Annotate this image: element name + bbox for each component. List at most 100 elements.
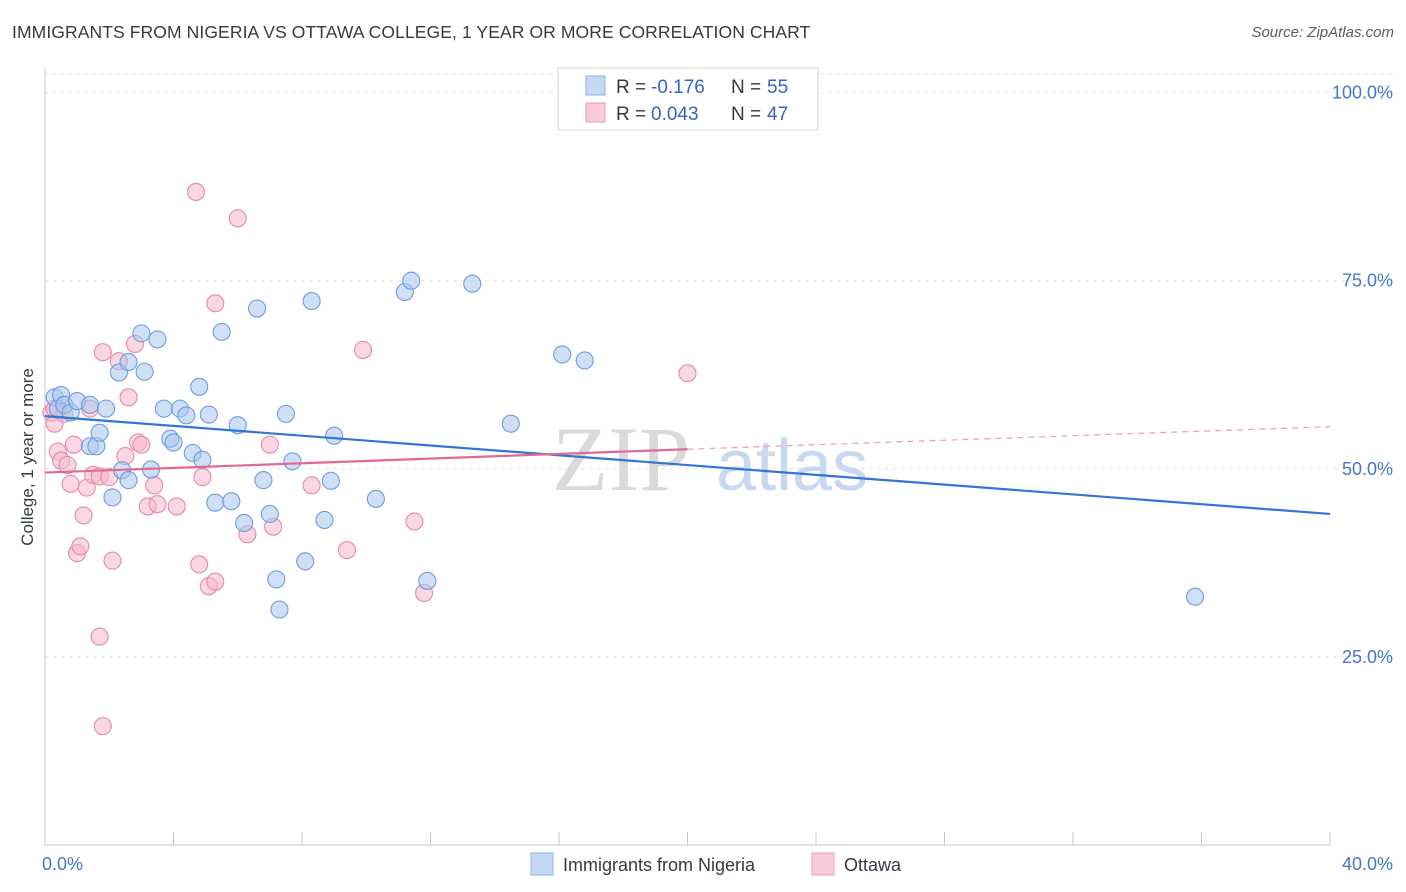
ottawa-point [64,435,83,454]
nigeria-point [296,552,315,571]
legend-n-label-nigeria: N = [731,77,766,98]
legend-n-label-ottawa: N = [731,104,766,125]
nigeria-point [418,571,437,590]
nigeria-point [132,324,151,343]
legend-n-value-ottawa: 47 [767,104,788,125]
ottawa-point [206,294,225,313]
nigeria-point [212,322,231,341]
ottawa-point [193,468,212,487]
nigeria-point [501,414,520,433]
watermark-atlas: atlas [716,426,868,506]
trend-lines [44,415,1331,516]
ottawa-point [260,435,279,454]
legend-r-value-nigeria: -0.176 [651,77,705,98]
ottawa-point [405,512,424,531]
ottawa-point [228,209,247,228]
nigeria-point [267,570,286,589]
nigeria-point [80,395,100,414]
nigeria-point [206,493,225,512]
nigeria-point [119,352,138,372]
nigeria-point [463,274,482,293]
y-tick-label: 100.0% [1332,83,1393,103]
y-tick-label: 25.0% [1342,647,1393,667]
nigeria-point [90,423,109,442]
nigeria-point [321,471,340,490]
source-label: Source: ZipAtlas.com [1251,24,1394,41]
nigeria-point [260,504,279,524]
bottom-legend-swatch-ottawa [811,852,835,876]
nigeria-point [119,471,138,490]
ottawa-point [74,506,93,525]
nigeria-point [190,377,209,396]
nigeria-point [222,492,241,511]
ottawa-point [678,364,697,383]
correlation-legend: R = -0.176 N = 55 R = 0.043 N = 47 [557,67,819,131]
chart-title: IMMIGRANTS FROM NIGERIA VS OTTAWA COLLEG… [12,22,811,42]
legend-r-value-ottawa: 0.043 [651,104,699,125]
ottawa-point [145,476,164,495]
nigeria-point [283,452,302,471]
nigeria-point [154,399,173,418]
ottawa-point [190,555,209,574]
legend-swatch-nigeria [585,75,606,96]
legend-r-label-nigeria: R = [616,77,651,98]
ottawa-point [58,455,77,475]
ottawa-point [132,435,151,454]
nigeria-point [575,351,594,370]
ottawa-point [353,340,373,359]
legend-r-label-ottawa: R = [616,104,651,125]
ottawa-point [103,551,122,570]
nigeria-point [276,404,295,423]
ottawa-point [61,474,80,493]
ottawa-point [90,627,109,646]
ottawa-point [302,476,321,495]
nigeria-point [96,399,116,418]
nigeria-point [148,330,167,349]
nigeria-point [302,291,321,311]
ottawa-point [206,572,225,591]
legend-n-value-nigeria: 55 [767,77,788,98]
nigeria-point [325,426,344,445]
x-tick-label: 0.0% [42,854,83,874]
grid-lines [45,73,1394,658]
nigeria-points [45,271,1205,619]
ottawa-trend-line [44,448,688,474]
nigeria-point [177,406,196,425]
nigeria-point [103,488,122,507]
ottawa-point [186,182,206,201]
ottawa-trend-extension [687,426,1331,450]
nigeria-point [366,489,385,508]
y-tick-label: 75.0% [1342,271,1393,291]
axes [44,68,1331,846]
nigeria-point [199,405,218,424]
ottawa-point [93,717,112,736]
series-legend: Immigrants from Nigeria Ottawa [530,852,902,876]
nigeria-point [235,513,254,533]
nigeria-trend-line [44,415,1331,516]
nigeria-point [193,450,212,469]
nigeria-point [247,299,267,318]
y-axis-label: College, 1 year or more [18,368,37,546]
bottom-legend-swatch-nigeria [530,852,554,876]
nigeria-point [553,345,572,364]
y-tick-label: 50.0% [1342,459,1393,479]
bottom-legend-label-ottawa: Ottawa [844,855,902,875]
nigeria-point [164,433,183,452]
ottawa-point [71,537,90,556]
ottawa-point [119,388,138,407]
bottom-legend-label-nigeria: Immigrants from Nigeria [563,855,756,875]
nigeria-point [402,271,421,290]
tick-labels: 25.0% 50.0% 75.0% 100.0% 0.0% 40.0% [42,83,1393,874]
ottawa-point [148,495,167,514]
ottawa-point [167,497,186,516]
nigeria-point [270,600,289,619]
x-tick-label: 40.0% [1342,854,1393,874]
ottawa-point [93,343,112,362]
ottawa-point [337,541,357,560]
nigeria-point [1186,587,1205,606]
nigeria-point [135,362,154,381]
nigeria-point [254,471,273,490]
legend-swatch-ottawa [585,102,606,123]
nigeria-point [315,510,334,530]
